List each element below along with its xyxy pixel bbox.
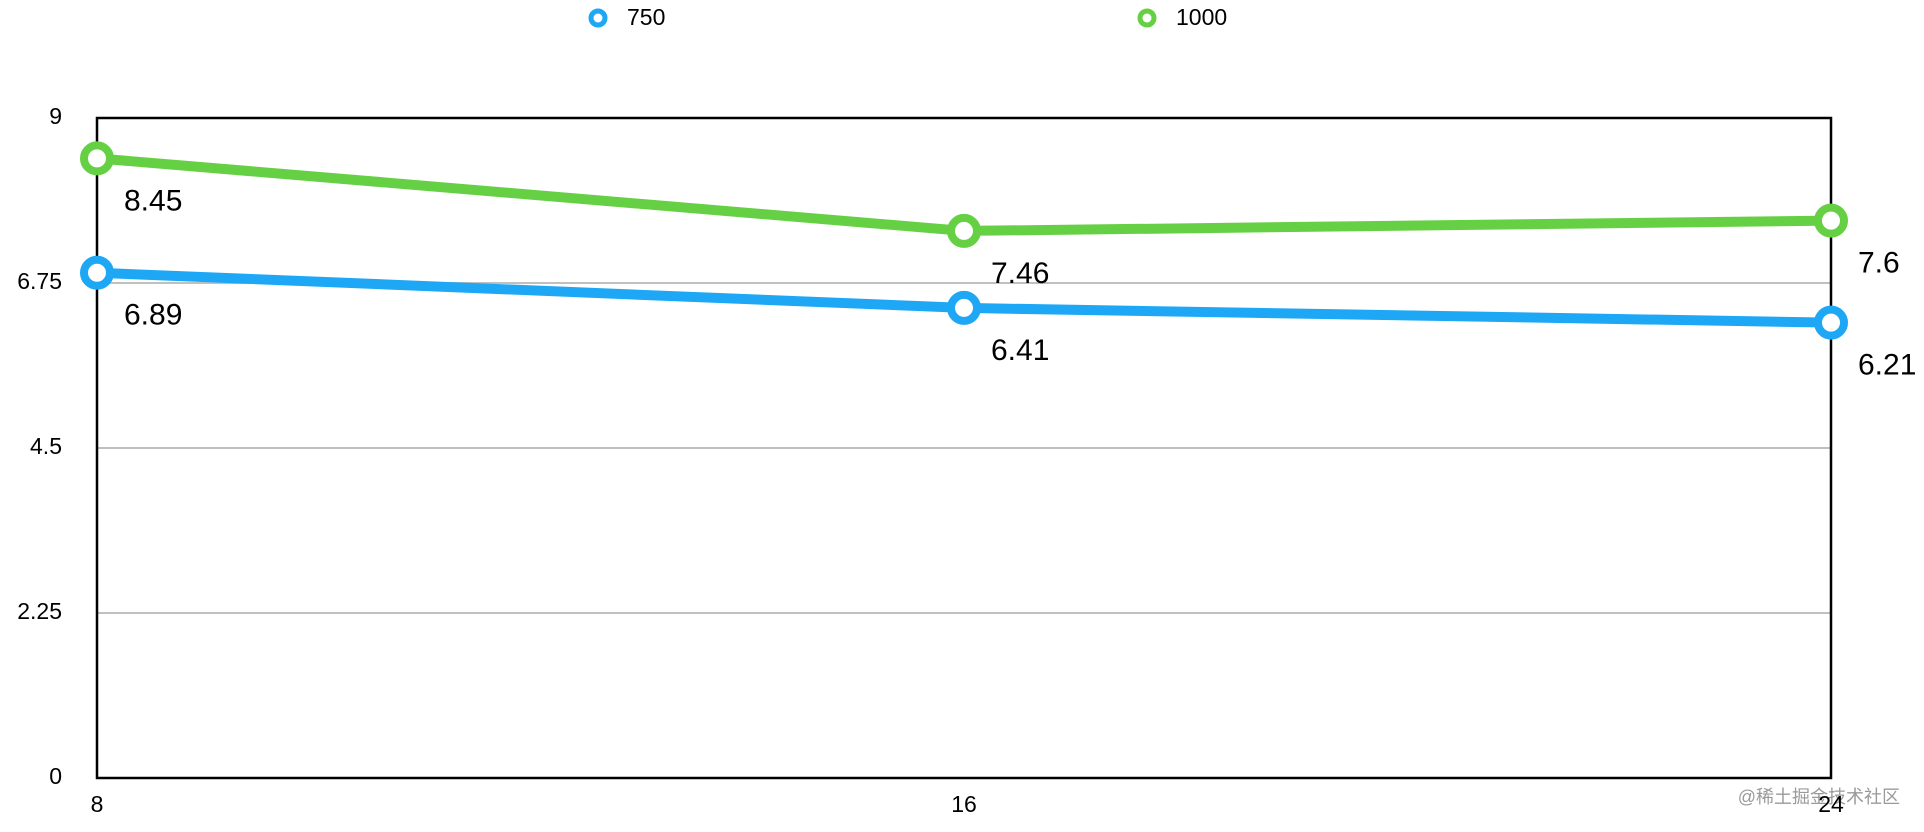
data-label: 7.6: [1858, 247, 1900, 280]
y-tick-label: 2.25: [17, 598, 62, 624]
y-tick-label: 0: [49, 763, 62, 789]
legend-label: 1000: [1176, 4, 1227, 30]
x-tick-label: 16: [951, 791, 977, 817]
watermark: @稀土掘金技术社区: [1738, 787, 1900, 807]
y-tick-label: 9: [49, 103, 62, 129]
data-label: 6.89: [124, 299, 182, 332]
plot-frame: [95, 116, 1833, 780]
legend-label: 750: [627, 4, 665, 30]
point-marker: [1814, 203, 1848, 238]
data-label: 6.21: [1858, 349, 1916, 382]
point-marker: [80, 141, 114, 176]
legend-marker: [1137, 8, 1157, 28]
legend-marker: [588, 8, 608, 28]
data-label: 7.46: [991, 257, 1049, 290]
x-tick-label: 24: [1818, 791, 1844, 817]
y-tick-label: 4.5: [30, 433, 62, 459]
point-marker: [80, 255, 114, 290]
data-label: 8.45: [124, 184, 182, 217]
point-marker: [947, 213, 981, 248]
data-label: 6.41: [991, 334, 1049, 367]
x-tick-label: 8: [91, 791, 104, 817]
y-tick-label: 6.75: [17, 268, 62, 294]
point-marker: [1814, 305, 1848, 340]
point-marker: [947, 290, 981, 325]
